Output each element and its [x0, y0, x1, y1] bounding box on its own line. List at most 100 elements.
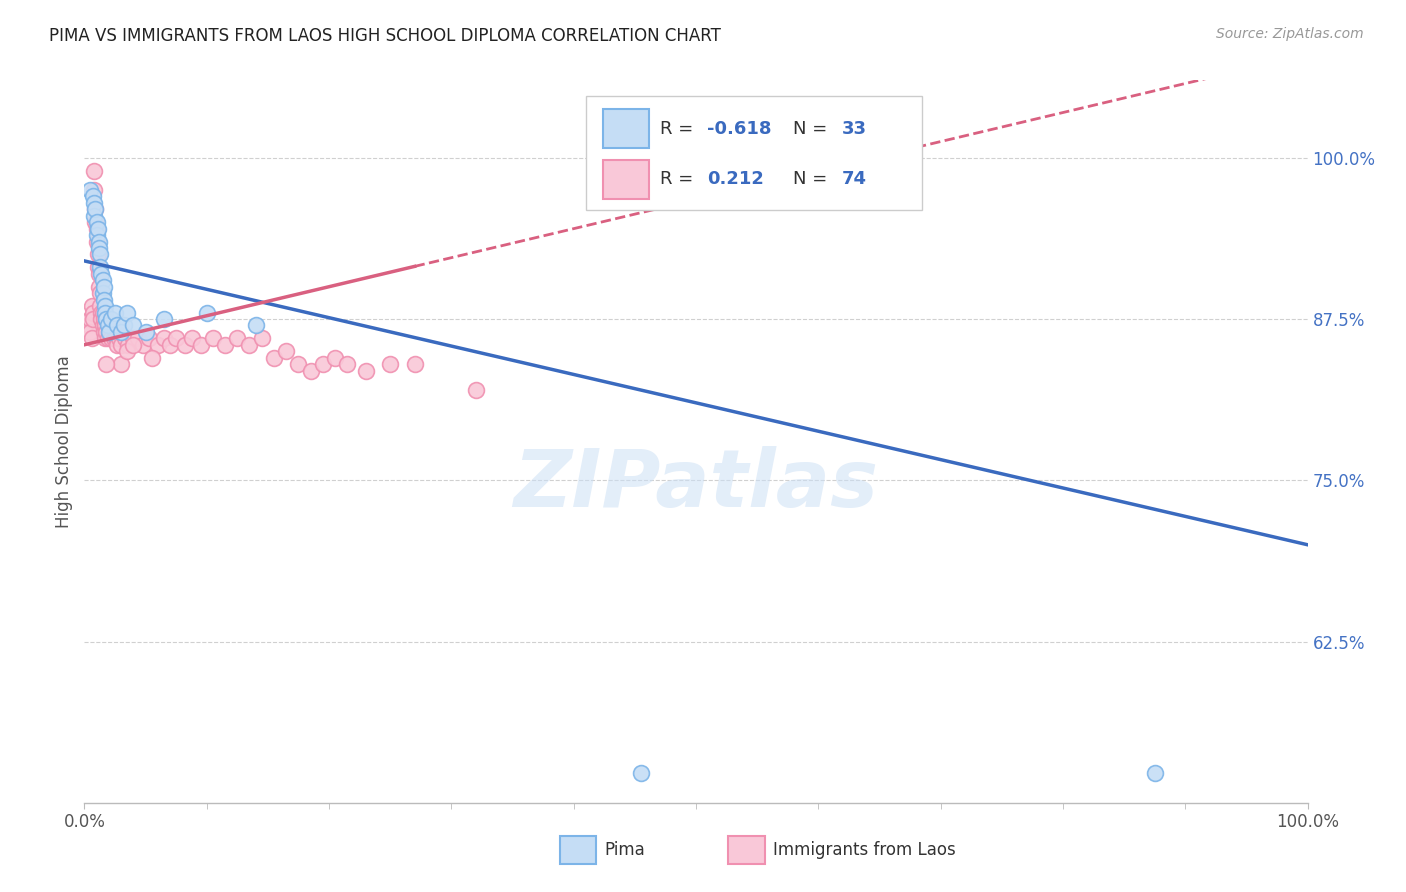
Point: [299, 363, 322, 377]
Point: [107, 331, 129, 345]
Point: [79, 325, 101, 339]
Point: [90, 312, 112, 326]
Point: [1143, 766, 1166, 780]
Point: [153, 312, 176, 326]
Text: R =: R =: [661, 120, 700, 137]
Point: [97, 318, 120, 333]
Point: [79, 312, 101, 326]
Point: [96, 312, 118, 326]
Point: [90, 267, 112, 281]
Point: [138, 331, 160, 345]
Point: [336, 357, 359, 371]
Point: [122, 331, 145, 345]
Point: [94, 299, 117, 313]
Point: [201, 331, 224, 345]
Point: [122, 338, 145, 352]
Point: [93, 325, 115, 339]
Point: [105, 331, 128, 345]
Point: [89, 299, 111, 313]
Point: [97, 318, 120, 333]
Point: [98, 325, 121, 339]
Point: [89, 247, 111, 261]
Point: [276, 344, 298, 359]
Point: [91, 318, 114, 333]
FancyBboxPatch shape: [603, 109, 650, 148]
Point: [110, 325, 132, 339]
Point: [105, 338, 128, 352]
Text: ZIPatlas: ZIPatlas: [513, 446, 879, 524]
Point: [87, 267, 110, 281]
Point: [82, 305, 104, 319]
Point: [190, 338, 212, 352]
Text: Pima: Pima: [605, 841, 645, 859]
Point: [94, 305, 117, 319]
Point: [84, 202, 107, 217]
Point: [87, 221, 110, 235]
Point: [105, 318, 128, 333]
Text: 0.212: 0.212: [707, 170, 763, 188]
Point: [135, 325, 157, 339]
Point: [464, 383, 486, 397]
Point: [380, 357, 402, 371]
Point: [83, 209, 105, 223]
Point: [93, 293, 115, 307]
Point: [146, 338, 169, 352]
Point: [97, 331, 120, 345]
Y-axis label: High School Diploma: High School Diploma: [55, 355, 73, 528]
Point: [104, 305, 127, 319]
Point: [132, 338, 155, 352]
Point: [77, 318, 100, 333]
Text: 33: 33: [842, 120, 866, 137]
Point: [103, 331, 125, 345]
Text: 74: 74: [842, 170, 866, 188]
Point: [195, 305, 218, 319]
Point: [91, 286, 114, 301]
Point: [312, 357, 335, 371]
Point: [90, 305, 112, 319]
Point: [159, 338, 181, 352]
Point: [287, 357, 309, 371]
Point: [96, 357, 118, 371]
Point: [83, 183, 105, 197]
Point: [114, 331, 136, 345]
Point: [96, 325, 118, 339]
Point: [96, 312, 118, 326]
Point: [117, 338, 139, 352]
Point: [87, 247, 110, 261]
Point: [104, 325, 127, 339]
Point: [83, 163, 105, 178]
Point: [245, 318, 267, 333]
Point: [82, 312, 104, 326]
Point: [141, 351, 163, 365]
Text: PIMA VS IMMIGRANTS FROM LAOS HIGH SCHOOL DIPLOMA CORRELATION CHART: PIMA VS IMMIGRANTS FROM LAOS HIGH SCHOOL…: [49, 27, 721, 45]
Point: [94, 318, 117, 333]
Point: [84, 215, 107, 229]
Point: [80, 331, 103, 345]
Point: [89, 286, 111, 301]
Point: [94, 331, 117, 345]
Point: [250, 331, 273, 345]
Text: Source: ZipAtlas.com: Source: ZipAtlas.com: [1216, 27, 1364, 41]
Point: [165, 331, 187, 345]
Text: N =: N =: [793, 120, 832, 137]
Point: [93, 312, 115, 326]
Point: [181, 331, 204, 345]
Point: [110, 357, 132, 371]
Point: [87, 260, 110, 275]
Point: [630, 766, 652, 780]
Point: [89, 260, 111, 275]
Point: [226, 331, 249, 345]
Point: [87, 241, 110, 255]
Point: [238, 338, 260, 352]
Point: [214, 338, 236, 352]
Point: [153, 331, 176, 345]
Point: [87, 235, 110, 249]
Point: [86, 235, 108, 249]
Point: [84, 202, 107, 217]
Point: [82, 189, 104, 203]
Point: [263, 351, 285, 365]
Point: [323, 351, 346, 365]
Point: [100, 331, 122, 345]
Point: [404, 357, 426, 371]
Point: [93, 279, 115, 293]
